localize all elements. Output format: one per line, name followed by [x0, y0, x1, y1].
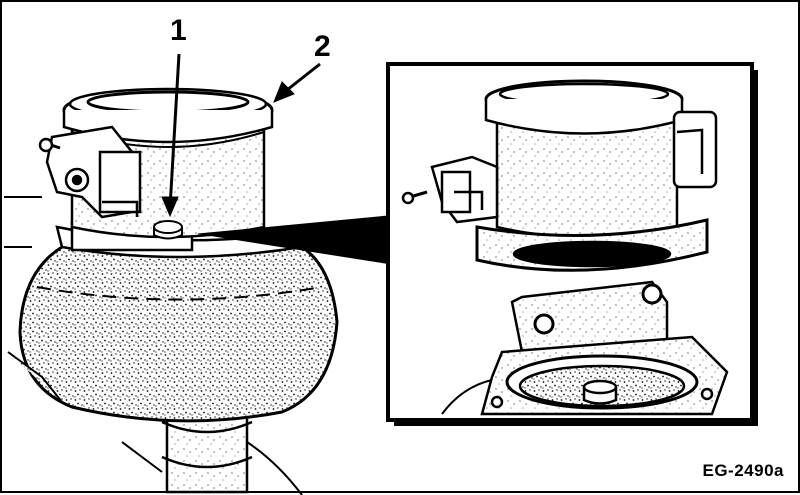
- bell-housing: [18, 245, 339, 423]
- throttle-linkage: [38, 125, 142, 219]
- main-assembly: [4, 87, 339, 495]
- inset-throttle-body: [401, 79, 718, 272]
- detail-pointer: [198, 216, 388, 264]
- screw-head: [153, 220, 183, 240]
- detail-inset: [386, 62, 758, 426]
- callout-number-2: 2: [314, 30, 331, 63]
- figure-code: EG-2490a: [702, 461, 784, 480]
- inset-adapter-housing: [441, 280, 729, 416]
- callout-number-1: 1: [170, 14, 187, 47]
- throttle-body: [62, 87, 274, 239]
- callout-leaders: [161, 53, 321, 218]
- lower-shaft: [121, 410, 303, 495]
